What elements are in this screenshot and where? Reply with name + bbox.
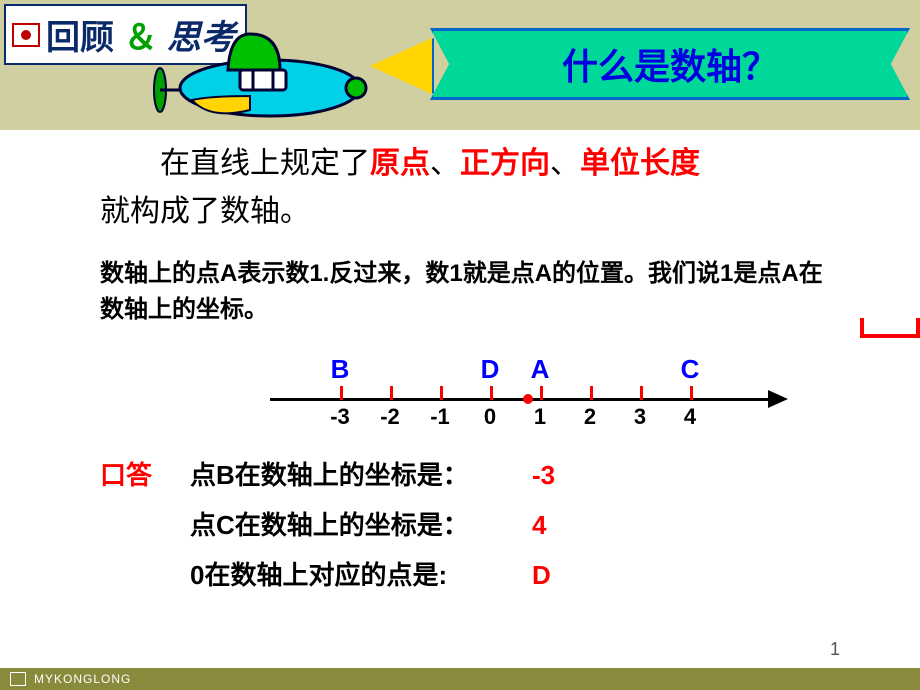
footer-text: MYKONGLONG — [34, 672, 131, 686]
tick-number: 0 — [484, 404, 496, 430]
footer-bar: MYKONGLONG — [0, 668, 920, 690]
tick-number: 1 — [534, 404, 546, 430]
qa-row-1: 点C在数轴上的坐标是： 4 — [100, 500, 840, 550]
unit-bracket-icon — [860, 318, 920, 338]
tick-number: -3 — [330, 404, 350, 430]
tick-mark — [690, 386, 693, 400]
axis-arrow-icon — [768, 390, 788, 408]
tick-mark — [440, 386, 443, 400]
def-kw3: 单位长度 — [580, 147, 700, 180]
def-prefix: 在直线上规定了 — [160, 147, 370, 180]
tick-mark — [490, 386, 493, 400]
tick-number: -2 — [380, 404, 400, 430]
tick-mark — [540, 386, 543, 400]
tick-number: 2 — [584, 404, 596, 430]
qa-question-1: 点C在数轴上的坐标是： — [190, 500, 520, 550]
def-kw1: 原点 — [370, 147, 430, 180]
qa-row-2: 0在数轴上对应的点是: D — [100, 550, 840, 600]
point-dot — [523, 394, 533, 404]
point-label-A: A — [531, 354, 550, 385]
qa-question-0: 点B在数轴上的坐标是： — [190, 450, 520, 500]
tick-number: -1 — [430, 404, 450, 430]
tick-number: 3 — [634, 404, 646, 430]
footer-icon — [10, 672, 26, 686]
qa-heading: 口答 — [100, 450, 190, 500]
qa-section: 口答 点B在数轴上的坐标是： -3 点C在数轴上的坐标是： 4 0在数轴上对应的… — [100, 450, 840, 600]
qa-answer-1: 4 — [532, 500, 546, 550]
qa-answer-2: D — [532, 550, 551, 600]
def-sep2: 、 — [550, 147, 580, 180]
paragraph-2: 数轴上的点A表示数1.反过来，数1就是点A的位置。我们说1是点A在数轴上的坐标。 — [100, 256, 840, 328]
question-banner: 什么是数轴？ — [430, 28, 910, 100]
page-number: 1 — [830, 639, 840, 660]
definition-paragraph: 在直线上规定了原点、正方向、单位长度就构成了数轴。 — [100, 140, 840, 236]
tick-mark — [390, 386, 393, 400]
tick-mark — [340, 386, 343, 400]
airplane-graphic — [130, 30, 390, 130]
content-area: 在直线上规定了原点、正方向、单位长度就构成了数轴。 数轴上的点A表示数1.反过来… — [0, 130, 920, 600]
tick-mark — [590, 386, 593, 400]
axis-line — [270, 398, 770, 401]
qa-question-2: 0在数轴上对应的点是: — [190, 550, 520, 600]
qa-answer-0: -3 — [532, 450, 555, 500]
banner-text: 什么是数轴？ — [562, 38, 778, 90]
banner-pennant — [370, 38, 432, 94]
title-part1: 回顾 — [46, 19, 114, 57]
point-label-C: C — [681, 354, 700, 385]
header-strip: 回顾 ＆ 思考 什么是数轴？ — [0, 0, 920, 130]
point-label-D: D — [481, 354, 500, 385]
def-suffix: 就构成了数轴。 — [100, 195, 310, 228]
point-label-B: B — [331, 354, 350, 385]
number-line: -3 B -2 -1 0 D 1 A 2 3 4 C — [270, 348, 910, 438]
tick-number: 4 — [684, 404, 696, 430]
tick-mark — [640, 386, 643, 400]
def-sep1: 、 — [430, 147, 460, 180]
title-icon — [12, 23, 40, 47]
qa-row-0: 口答 点B在数轴上的坐标是： -3 — [100, 450, 840, 500]
def-kw2: 正方向 — [460, 147, 550, 180]
